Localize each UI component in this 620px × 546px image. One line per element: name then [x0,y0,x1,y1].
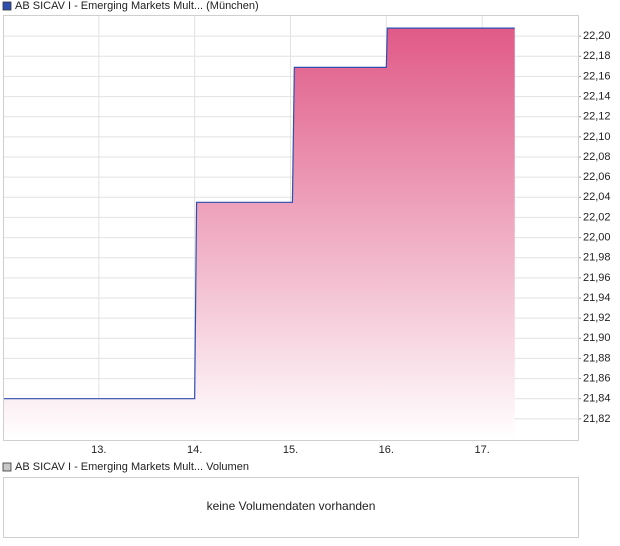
y-tick-label: 22,20 [583,30,611,42]
x-tick-label: 13. [91,444,106,456]
y-tick-label: 21,86 [583,372,611,384]
volume-frame [3,477,579,538]
x-tick-label: 16. [379,444,394,456]
y-tick-label: 21,90 [583,332,611,344]
y-tick-label: 21,92 [583,312,611,324]
y-tick-label: 22,00 [583,231,611,243]
x-tick-label: 15. [283,444,298,456]
y-tick-label: 21,94 [583,292,611,304]
y-tick-label: 22,14 [583,90,611,102]
legend-swatch [2,462,12,472]
y-tick-label: 22,12 [583,111,611,123]
y-tick-label: 22,10 [583,131,611,143]
y-tick-label: 21,98 [583,252,611,264]
x-tick-label: 14. [187,444,202,456]
y-tick-label: 22,18 [583,50,611,62]
volume-message: keine Volumendaten vorhanden [207,499,376,513]
legend-swatch [2,1,12,11]
area [3,28,515,441]
y-tick-label: 21,84 [583,393,611,405]
y-tick-label: 21,88 [583,352,611,364]
volume-title: AB SICAV I - Emerging Markets Mult... Vo… [15,461,249,473]
y-tick-label: 21,82 [583,413,611,425]
chart-title: AB SICAV I - Emerging Markets Mult... (M… [15,0,259,12]
y-tick-label: 22,06 [583,171,611,183]
plot-frame [3,15,579,441]
y-tick-label: 21,96 [583,272,611,284]
line [3,27,515,400]
y-tick-label: 22,08 [583,151,611,163]
y-tick-label: 22,04 [583,191,611,203]
y-tick-label: 22,16 [583,70,611,82]
x-tick-label: 17. [475,444,490,456]
y-tick-label: 22,02 [583,211,611,223]
